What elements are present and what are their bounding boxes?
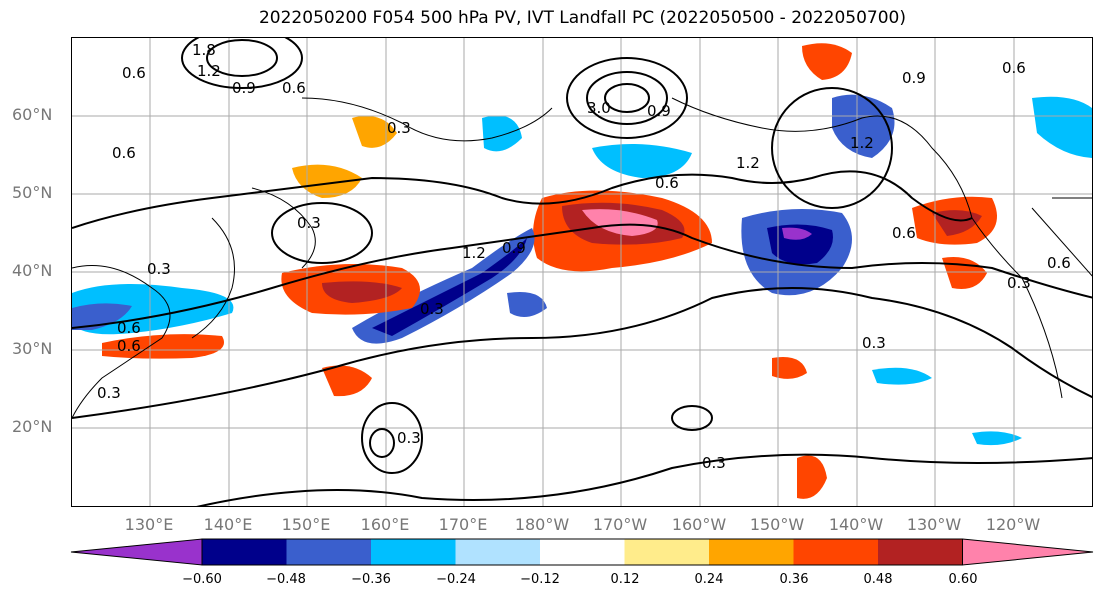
lon-label: 180°W [514,515,570,534]
contour-label: 3.0 [587,99,611,117]
negative-anomaly-east [1032,96,1092,158]
negative-anomaly-south-2 [972,431,1022,446]
lon-label: 130°W [906,515,962,534]
map-canvas: 1.8 1.2 0.6 0.9 0.6 0.3 3.0 0.6 1.2 1.2 … [72,38,1092,506]
positive-anomaly-30n [102,334,224,359]
positive-anomaly-south-3 [797,455,827,499]
colorbar-tick-label: 0.60 [948,572,978,587]
colorbar-extend-min [70,538,203,566]
contour-label: 0.3 [397,429,421,447]
positive-anomaly-asia-core [322,281,402,303]
colorbar-tick-label: 0.12 [610,572,640,587]
colorbar-segment [709,539,794,565]
contour-label: 0.9 [647,102,671,120]
contour-label: 0.6 [655,174,679,192]
colorbar-segment [286,539,371,565]
map-title: 2022050200 F054 500 hPa PV, IVT Landfall… [258,8,906,28]
lat-label-20n: 20°N [12,417,53,436]
contour-label: 0.3 [147,260,171,278]
colorbar-tick-label: −0.60 [182,572,222,587]
contour-label: 1.2 [736,154,760,172]
lon-label: 170°W [592,515,648,534]
colorbar-tick-label: −0.12 [520,572,560,587]
contour-label: 0.6 [892,224,916,242]
positive-anomaly-cal [942,257,987,289]
colorbar-segment [540,539,625,565]
contour-label: 0.6 [1047,254,1071,272]
positive-anomaly-south-2 [772,357,807,379]
lon-label: 170°E [438,515,488,534]
lon-label: 120°W [985,515,1041,534]
map-panel: 1.8 1.2 0.6 0.9 0.6 0.3 3.0 0.6 1.2 1.2 … [71,37,1093,507]
contour-label: 0.3 [702,454,726,472]
colorbar [70,538,1094,566]
graticule [72,38,1092,506]
contour-label: 0.3 [97,384,121,402]
negative-anomaly-north-3 [482,115,522,152]
contour-label: 0.3 [297,214,321,232]
contour-label: 0.6 [117,319,141,337]
negative-anomaly-goa-peak [782,227,812,240]
contour-label: 0.9 [902,69,926,87]
colorbar-segment [878,539,963,565]
lon-label: 140°W [828,515,884,534]
contour-label: 0.3 [387,119,411,137]
colorbar-tick-label: −0.24 [436,572,476,587]
pc-shading [72,43,1092,499]
lon-label: 130°E [124,515,174,534]
positive-anomaly-south-1 [322,365,372,397]
positive-anomaly-peak [582,209,658,236]
positive-anomaly-north-1 [802,43,852,80]
negative-anomaly-south-1 [872,367,932,385]
contour-label: 0.3 [862,334,886,352]
positive-anomaly-north-2 [292,164,362,198]
negative-anomaly-band [352,228,535,344]
colorbar-tick-label: −0.36 [351,572,391,587]
negative-anomaly-ne-asia-core [72,303,132,330]
colorbar-segment [793,539,878,565]
lon-label: 160°E [360,515,410,534]
contour-label: 0.6 [122,64,146,82]
contour-label: 1.2 [197,62,221,80]
lat-label-40n: 40°N [12,261,53,280]
lon-label: 150°W [749,515,805,534]
contour-label: 0.6 [282,79,306,97]
lat-label-60n: 60°N [12,105,53,124]
lon-label: 140°E [203,515,253,534]
lon-label: 160°W [671,515,727,534]
colorbar-segment [371,539,456,565]
colorbar-tick-label: 0.48 [863,572,893,587]
contour-label: 0.9 [232,79,256,97]
pv-contours [72,38,1092,506]
colorbar-tick-label: 0.24 [694,572,724,587]
colorbar-frame [201,538,963,566]
lon-label: 150°E [281,515,331,534]
contour-labels: 1.8 1.2 0.6 0.9 0.6 0.3 3.0 0.6 1.2 1.2 … [97,41,1071,472]
contour-label: 1.8 [192,41,216,59]
colorbar-segment [202,539,287,565]
colorbar-segment [624,539,709,565]
contour-label: 0.9 [502,239,526,257]
colorbar-tick-label: 0.36 [779,572,809,587]
contour-label: 0.6 [112,144,136,162]
contour-label: 1.2 [462,244,486,262]
negative-anomaly-north-2 [592,144,692,178]
contour-label: 1.2 [850,134,874,152]
negative-anomaly-band-core [372,238,527,336]
colorbar-tick-label: −0.48 [266,572,306,587]
contour-label: 0.6 [117,337,141,355]
contour-label: 0.6 [1002,59,1026,77]
negative-anomaly-mid-1 [507,292,547,317]
colorbar-segment [455,539,540,565]
contour-label: 0.3 [1007,274,1031,292]
lat-label-30n: 30°N [12,339,53,358]
coastlines [72,97,1092,419]
colorbar-extend-max [962,538,1094,566]
lat-label-50n: 50°N [12,183,53,202]
contour-label: 0.3 [420,300,444,318]
